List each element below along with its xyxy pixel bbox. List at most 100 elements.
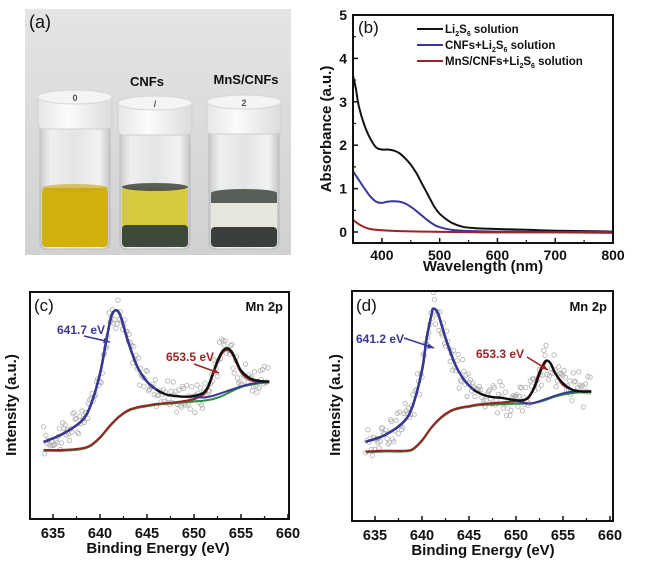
data-point [231,370,237,376]
peak-annotation: 653.3 eV [476,347,524,361]
legend-label-part: 2 [519,63,523,70]
data-point [135,355,141,361]
data-point [465,371,471,377]
x-tick-label: 650 [182,526,206,542]
data-point [582,381,589,387]
data-point [379,424,386,431]
data-point [200,405,206,411]
data-point [570,370,576,376]
data-point [476,383,483,390]
plot-area-c: 641.7 eV 653.5 eV [40,297,271,457]
data-point [229,341,235,347]
x-axis-label-b: Wavelength (nm) [423,258,543,275]
data-point [432,321,439,327]
data-point [507,412,513,418]
data-point [402,400,408,406]
y-axis-label-c: Intensity (a.u.) [3,354,20,456]
x-tick-label: 635 [41,526,65,542]
data-point [110,320,117,326]
legend-label: CNFs+Li2S6 solution [445,40,555,54]
data-point [538,382,545,388]
x-tick-label: 655 [551,528,575,544]
plot-area-b [352,75,614,234]
data-point [502,389,509,395]
data-point [180,385,187,392]
data-point [553,383,559,390]
title-d: Mn 2p [569,299,607,314]
data-point [450,347,457,354]
data-point [43,432,49,438]
y-tick-label-b: 0 [339,224,347,240]
data-point [497,378,503,385]
ticks-c: 635 640 645 650 655 660 [41,514,300,542]
data-point [194,382,200,388]
vial: / [117,95,193,250]
data-point [567,378,573,384]
data-point [42,451,48,457]
data-point [535,385,541,391]
data-point [411,412,417,418]
data-point [444,328,450,334]
series-line-li2s6 [352,75,614,233]
x-tick-label-b: 700 [544,247,568,263]
data-point [417,391,423,397]
data-point [578,384,584,390]
data-point [214,373,220,379]
data-point [71,410,77,416]
data-point [262,363,268,369]
x-tick-label-b: 400 [370,247,394,263]
data-point [166,395,172,402]
data-point [562,374,568,380]
envelope-fit-line [365,307,592,443]
data-point [464,393,470,400]
data-point [254,390,260,396]
data-point [143,367,149,374]
axes-frame-d [351,290,614,522]
vial-sediment [211,227,277,247]
data-point [393,417,399,423]
legend-label-part: S [459,24,467,36]
vial-cap-top [206,94,282,110]
scatter-points [362,289,593,458]
data-point [152,377,158,383]
legend-label-part: 2 [492,47,496,54]
data-point [131,343,137,349]
mn2p3-peak-overlay [43,308,158,444]
data-point [61,425,67,432]
cap-mark: 0 [72,93,77,103]
panel-b-label: (b) [358,18,379,37]
data-point [369,452,375,458]
annotation-arrowhead [427,343,434,349]
x-tick-label-b: 800 [601,247,625,263]
panel-c-label: (c) [34,296,54,315]
x-tick-label: 660 [276,526,300,542]
ticks-b: 400 500 600 700 800 0 1 2 3 4 5 [339,7,625,263]
liquid-surface [42,184,108,192]
data-point [74,429,81,435]
data-point [145,388,152,394]
data-point [384,435,390,442]
data-point [472,393,478,400]
data-point [144,369,150,375]
axes-frame-b [352,14,614,244]
legend-label: Li2S6 solution [445,24,519,38]
vial-cap-top [117,95,193,111]
data-point [447,358,453,365]
x-tick-label: 640 [410,528,434,544]
x-tick-label-b: 600 [486,247,510,263]
data-point [72,416,78,422]
data-point [376,445,382,451]
legend-label-part: solution [507,40,555,52]
data-point [174,409,180,415]
x-tick-label-b: 500 [428,247,452,263]
legend-label-part: 6 [504,47,508,54]
legend-label-part: 2 [455,31,459,38]
data-point [230,365,236,371]
legend-label-part: 6 [467,31,471,38]
data-point [81,419,87,425]
panel-a-photo: 0 / 2 (a) CNFs MnS/CNFs [25,9,291,255]
data-point [519,408,526,414]
